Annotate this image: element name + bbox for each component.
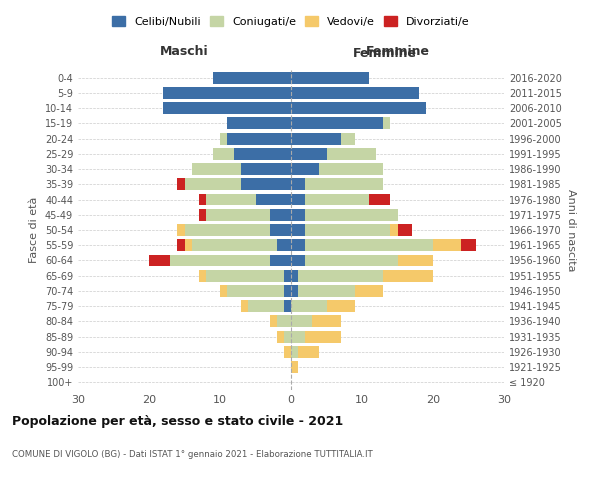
Bar (383, 118, 391, 130)
Bar (270, 209, 291, 220)
Bar (185, 178, 241, 190)
Bar (291, 209, 305, 220)
Text: Popolazione per età, sesso e stato civile - 2021: Popolazione per età, sesso e stato civil… (12, 415, 343, 428)
Bar (284, 330, 291, 342)
Bar (319, 163, 383, 175)
Bar (298, 270, 383, 281)
Bar (178, 178, 185, 190)
Bar (241, 300, 248, 312)
Bar (163, 102, 291, 114)
Bar (433, 240, 461, 251)
Bar (284, 346, 291, 358)
Bar (213, 148, 234, 160)
Bar (291, 316, 313, 328)
Bar (298, 285, 355, 297)
Bar (277, 316, 291, 328)
Bar (277, 330, 284, 342)
Bar (305, 224, 391, 236)
Bar (291, 87, 419, 99)
Bar (291, 224, 305, 236)
Bar (305, 330, 341, 342)
Bar (241, 163, 291, 175)
Bar (305, 194, 369, 205)
Bar (256, 194, 291, 205)
Bar (227, 132, 291, 144)
Y-axis label: Anni di nascita: Anni di nascita (566, 188, 575, 271)
Bar (234, 148, 291, 160)
Bar (277, 240, 291, 251)
Text: Femmine: Femmine (353, 48, 417, 60)
Bar (241, 178, 291, 190)
Bar (305, 178, 383, 190)
Bar (326, 148, 376, 160)
Bar (291, 102, 426, 114)
Bar (291, 285, 298, 297)
Bar (199, 270, 206, 281)
Bar (220, 132, 227, 144)
Bar (313, 316, 341, 328)
Bar (398, 224, 412, 236)
Bar (185, 224, 270, 236)
Y-axis label: Fasce di età: Fasce di età (29, 197, 39, 263)
Bar (369, 194, 391, 205)
Bar (170, 254, 270, 266)
Bar (291, 330, 305, 342)
Bar (305, 209, 398, 220)
Text: Maschi: Maschi (160, 45, 209, 58)
Bar (291, 194, 305, 205)
Bar (383, 270, 433, 281)
Bar (284, 270, 291, 281)
Bar (206, 270, 284, 281)
Bar (178, 224, 185, 236)
Bar (213, 72, 291, 84)
Bar (178, 240, 185, 251)
Bar (298, 346, 319, 358)
Bar (305, 240, 433, 251)
Bar (220, 285, 227, 297)
Bar (326, 300, 355, 312)
Bar (291, 72, 369, 84)
Bar (291, 254, 305, 266)
Bar (270, 316, 277, 328)
Text: COMUNE DI VIGOLO (BG) - Dati ISTAT 1° gennaio 2021 - Elaborazione TUTTITALIA.IT: COMUNE DI VIGOLO (BG) - Dati ISTAT 1° ge… (12, 450, 373, 459)
Bar (248, 300, 284, 312)
Bar (398, 254, 433, 266)
Bar (270, 254, 291, 266)
Text: Femmine: Femmine (365, 45, 430, 58)
Bar (291, 148, 326, 160)
Bar (199, 209, 206, 220)
Bar (270, 224, 291, 236)
Bar (461, 240, 476, 251)
Bar (291, 346, 298, 358)
Bar (291, 300, 326, 312)
Legend: Celibi/Nubili, Coniugati/e, Vedovi/e, Divorziati/e: Celibi/Nubili, Coniugati/e, Vedovi/e, Di… (108, 12, 474, 31)
Bar (227, 285, 284, 297)
Bar (191, 163, 241, 175)
Bar (291, 163, 319, 175)
Bar (284, 285, 291, 297)
Bar (185, 240, 191, 251)
Bar (355, 285, 383, 297)
Bar (291, 240, 305, 251)
Bar (284, 300, 291, 312)
Bar (227, 118, 291, 130)
Bar (206, 209, 270, 220)
Bar (391, 224, 398, 236)
Bar (291, 118, 383, 130)
Bar (305, 254, 398, 266)
Bar (206, 194, 256, 205)
Bar (149, 254, 170, 266)
Bar (291, 132, 341, 144)
Bar (163, 87, 291, 99)
Bar (191, 240, 277, 251)
Bar (291, 361, 298, 373)
Bar (341, 132, 355, 144)
Bar (291, 270, 298, 281)
Bar (199, 194, 206, 205)
Bar (291, 178, 305, 190)
